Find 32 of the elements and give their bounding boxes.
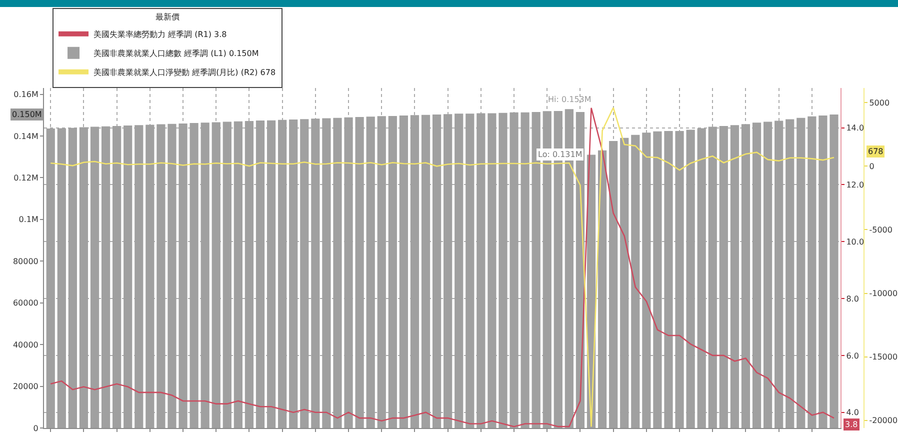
y2-tick-label: 8.0 [846,294,859,304]
y-tick-label: 0.14M [14,132,38,141]
y2-tick-label: 14.0 [846,124,864,133]
text: 3.8 [845,420,858,429]
text: 678 [868,147,884,156]
y-tick-label: 0.16M [14,90,38,100]
y3-tick-label: 0 [869,162,874,171]
line-series [50,107,835,428]
annotation: Hi: 0.153M [548,95,592,104]
y2-tick-label: 6.0 [846,351,859,360]
y2-tick-label: 4.0 [846,408,859,418]
legend-label: 美國非農業就業人口淨變動 經季調(月比) (R2) 678 [94,68,276,78]
y-tick-label: 40000 [12,340,38,350]
y-tick-label: 0.1M [18,215,38,224]
y-tick-label: 20000 [12,382,38,392]
y-tick-label: 0 [33,424,38,433]
y-tick-label: 60000 [12,298,38,308]
bar [344,117,353,428]
text: 0.150M [12,110,42,119]
y3-tick-label: -10000 [869,289,898,298]
y3-tick-label: -5000 [869,226,892,235]
y-tick-label: 0.12M [14,173,38,182]
y3-tick-label: -15000 [869,352,898,362]
annotation: Lo: 0.131M [538,150,582,159]
y3-tick-label: 5000 [869,98,890,108]
legend-label: 美國失業率總勞動力 經季調 (R1) 3.8 [94,30,227,40]
y2-tick-label: 12.0 [846,180,864,190]
y-tick-label: 80000 [12,256,38,266]
legend-label: 美國非農業就業人口總數 經季調 (L1) 0.150M [94,49,259,58]
y2-tick-label: 10.0 [846,237,864,246]
legend-title: 最新價 [156,12,180,22]
y3-tick-label: -20000 [869,416,898,426]
